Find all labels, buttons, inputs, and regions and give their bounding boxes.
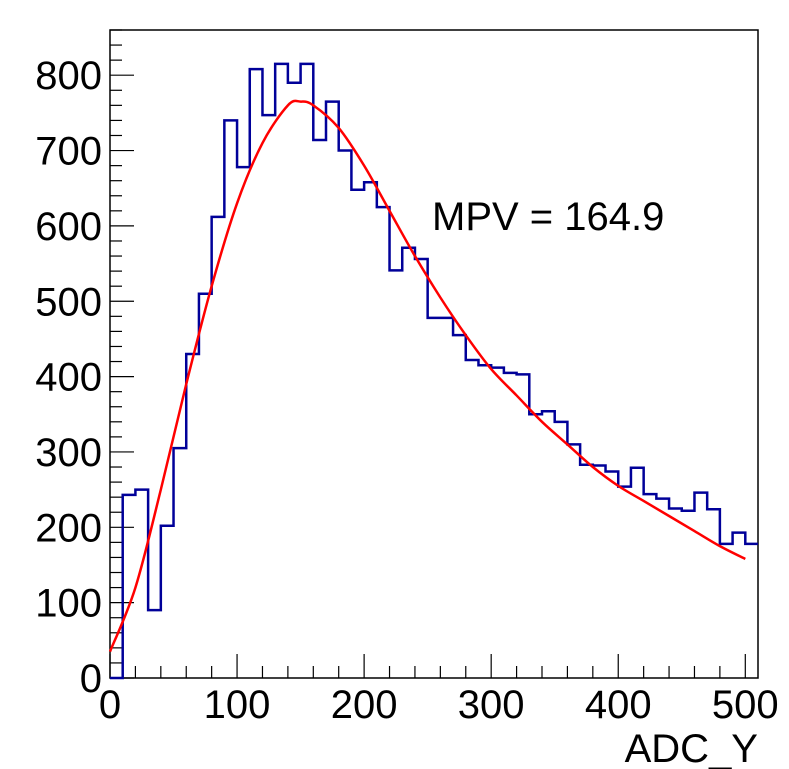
y-tick-label: 400: [35, 356, 102, 400]
y-tick-label: 500: [35, 280, 102, 324]
x-tick-label: 100: [204, 683, 271, 727]
x-tick-label: 200: [331, 683, 398, 727]
x-axis-title: ADC_Y: [625, 727, 758, 769]
y-tick-label: 800: [35, 54, 102, 98]
x-tick-label: 400: [585, 683, 652, 727]
y-tick-label: 100: [35, 582, 102, 626]
x-tick-label: 500: [712, 683, 779, 727]
histogram-series: [110, 62, 758, 680]
tick-labels: 0 100 200 300 400 500 0 100 200 300 400 500 600 700 80…: [35, 54, 778, 727]
y-tick-label: 600: [35, 205, 102, 249]
histogram-step-line: [110, 62, 758, 680]
fit-curve-series: [108, 99, 746, 653]
y-tick-label: 0: [80, 657, 102, 701]
plot-border: [109, 29, 759, 679]
mpv-annotation: MPV = 164.9: [432, 195, 664, 239]
landau-fit-curve: [108, 99, 746, 653]
y-tick-label: 300: [35, 431, 102, 475]
axis-ticks: [109, 29, 746, 679]
plot-frame: [109, 29, 759, 679]
y-tick-label: 200: [35, 506, 102, 550]
x-tick-label: 300: [458, 683, 525, 727]
x-tick-label: 0: [99, 683, 121, 727]
y-tick-label: 700: [35, 130, 102, 174]
